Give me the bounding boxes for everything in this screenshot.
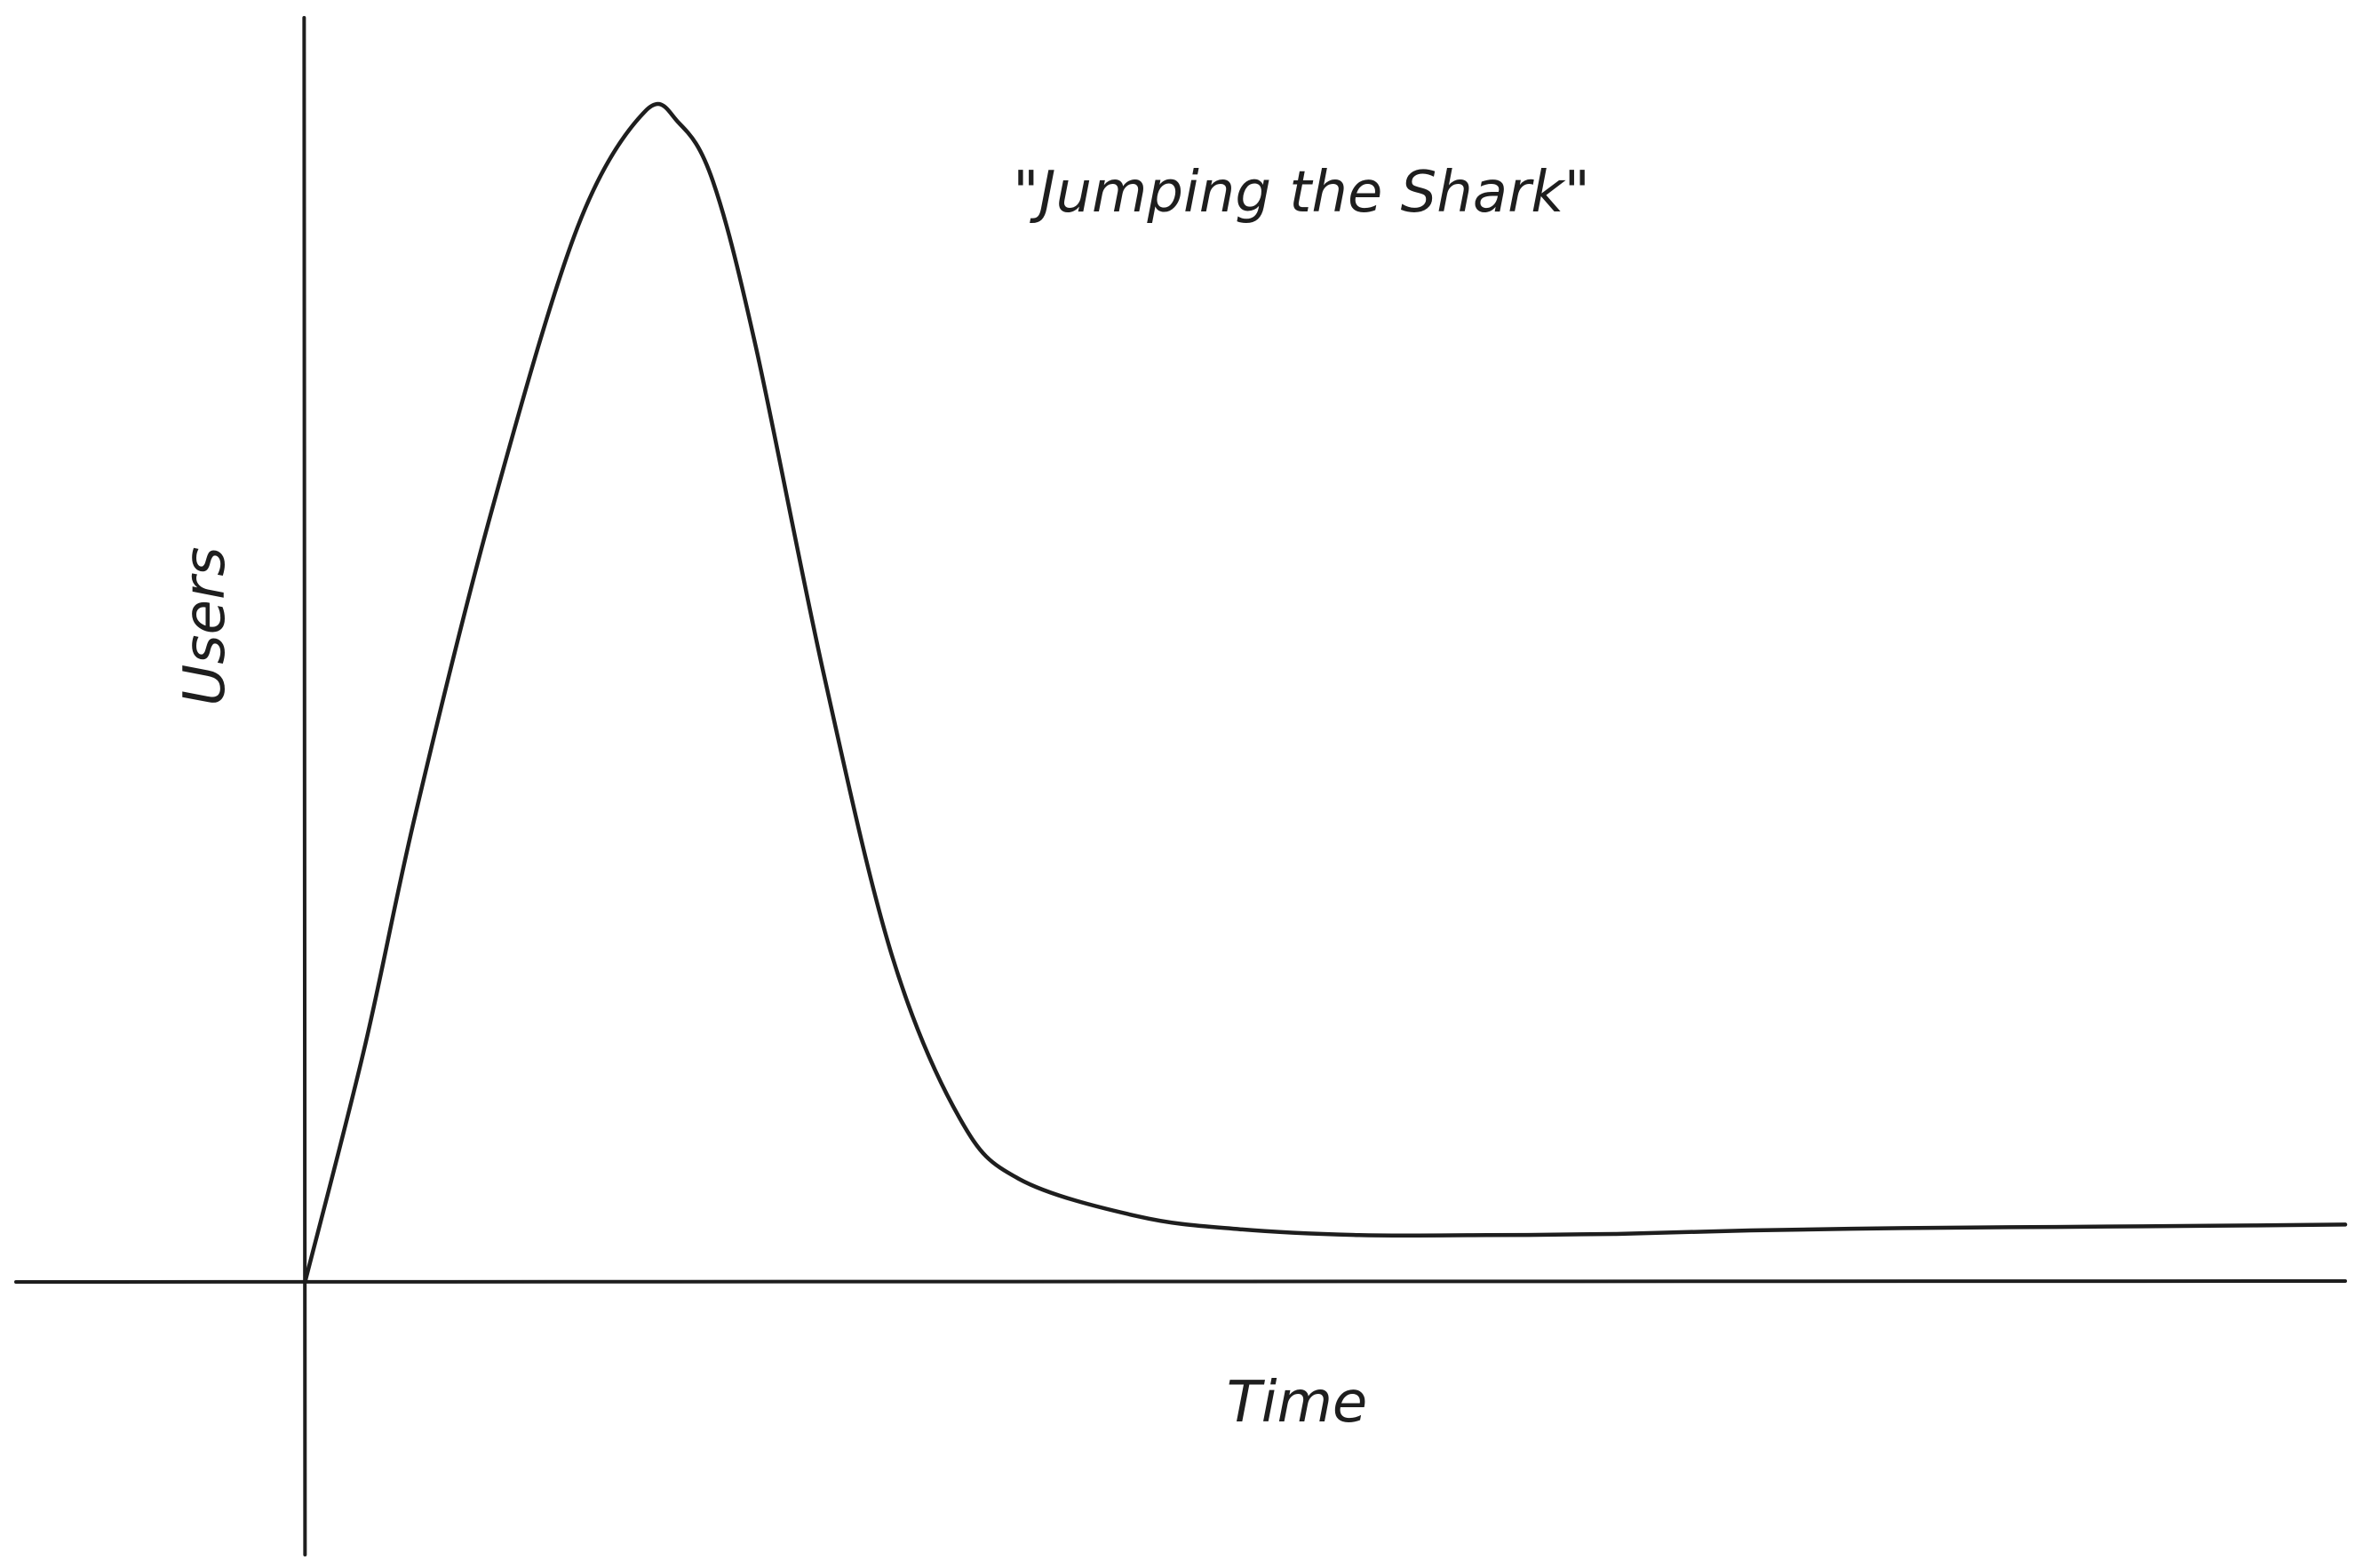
chart-title: "Jumping the Shark" [1013,160,1590,226]
y-axis-label: Users [172,546,238,705]
y-axis [302,16,307,1556]
x-axis [14,1279,2347,1285]
series-line [303,101,2348,1285]
x-axis-label: Time [1227,1370,1368,1436]
